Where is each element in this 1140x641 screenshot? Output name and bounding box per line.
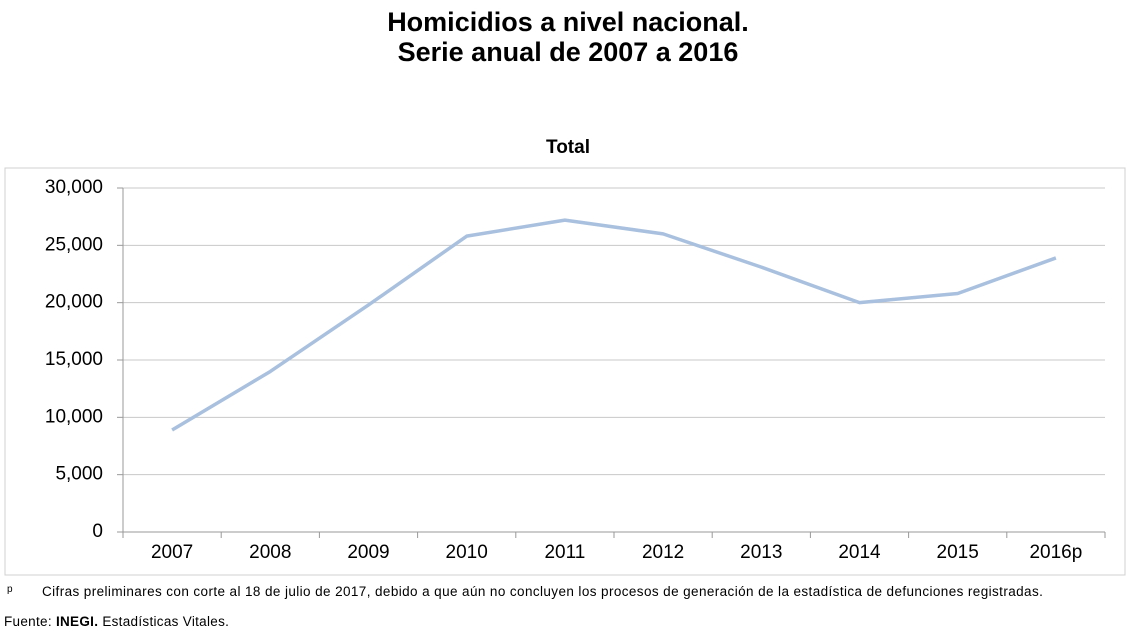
chart-title: Serie anual de 2007 a 2016 [398, 37, 739, 67]
source-org: INEGI. [55, 614, 99, 629]
chart-title: Homicidios a nivel nacional. [387, 7, 749, 37]
x-tick-label: 2009 [347, 542, 389, 563]
y-tick-label: 10,000 [45, 406, 103, 427]
x-tick-label: 2015 [937, 542, 979, 563]
y-tick-label: 20,000 [45, 292, 103, 313]
y-tick-label: 15,000 [45, 349, 103, 370]
x-tick-label: 2013 [740, 542, 782, 563]
source-label: Fuente: [4, 614, 52, 629]
y-tick-label: 0 [92, 521, 103, 542]
footnote: Cifras preliminares con corte al 18 de j… [42, 584, 1044, 599]
y-tick-label: 25,000 [45, 234, 103, 255]
x-tick-label: 2007 [151, 542, 193, 563]
footnote-marker: p [7, 584, 13, 595]
source-text: Estadísticas Vitales. [102, 614, 230, 629]
y-tick-label: 30,000 [45, 177, 103, 198]
x-tick-label: 2014 [838, 542, 881, 563]
x-tick-label: 2011 [544, 542, 585, 563]
x-tick-label: 2008 [249, 542, 291, 563]
y-tick-label: 5,000 [55, 464, 103, 485]
series-line [171, 218, 1057, 432]
chart-frame [4, 167, 1126, 576]
source: Fuente: INEGI. Estadísticas Vitales. [4, 614, 229, 629]
plot-title: Total [546, 137, 590, 158]
x-tick-label: 2010 [446, 542, 488, 563]
x-tick-label: 2012 [642, 542, 684, 563]
x-tick-label: 2016p [1029, 542, 1082, 563]
